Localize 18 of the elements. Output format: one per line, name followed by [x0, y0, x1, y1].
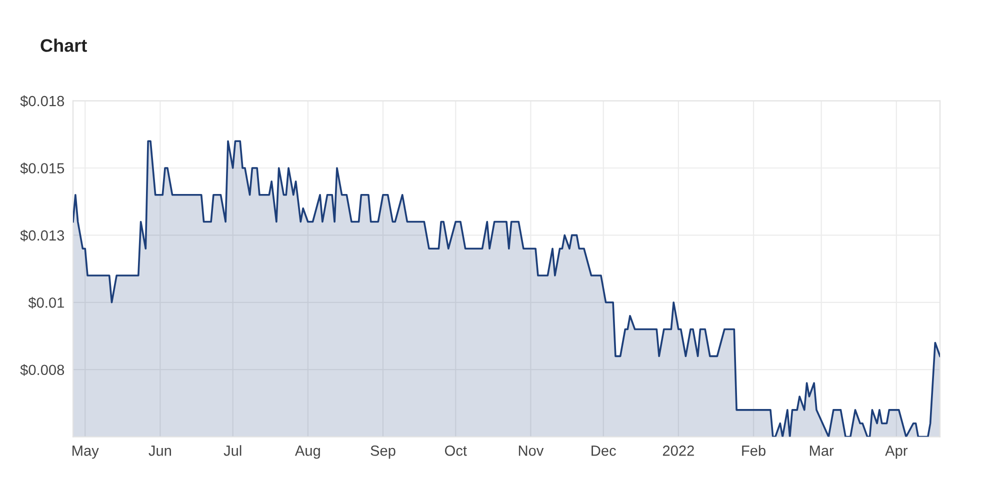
x-tick-label: 2022 — [662, 446, 694, 456]
x-tick-label: Nov — [518, 446, 544, 456]
y-tick-label: $0.015 — [20, 162, 64, 174]
x-tick-label: Sep — [370, 446, 396, 459]
x-tick-label: Jul — [224, 445, 242, 456]
x-tick-label: Jun — [148, 446, 171, 456]
x-tick-label: Oct — [444, 446, 467, 456]
y-tick-label: $0.013 — [20, 230, 64, 242]
y-tick-label: $0.018 — [20, 95, 64, 108]
x-tick-label: Feb — [742, 445, 766, 456]
x-tick-label: Aug — [294, 446, 320, 459]
x-tick-label: Dec — [592, 446, 616, 456]
y-tick-label: $0.01 — [28, 296, 64, 309]
x-tick-label: Mar — [810, 446, 834, 456]
x-tick-label: May — [72, 446, 99, 459]
x-tick-label: Apr — [885, 446, 908, 459]
chart-title: Chart — [40, 38, 87, 52]
y-tick-label: $0.008 — [20, 364, 64, 376]
